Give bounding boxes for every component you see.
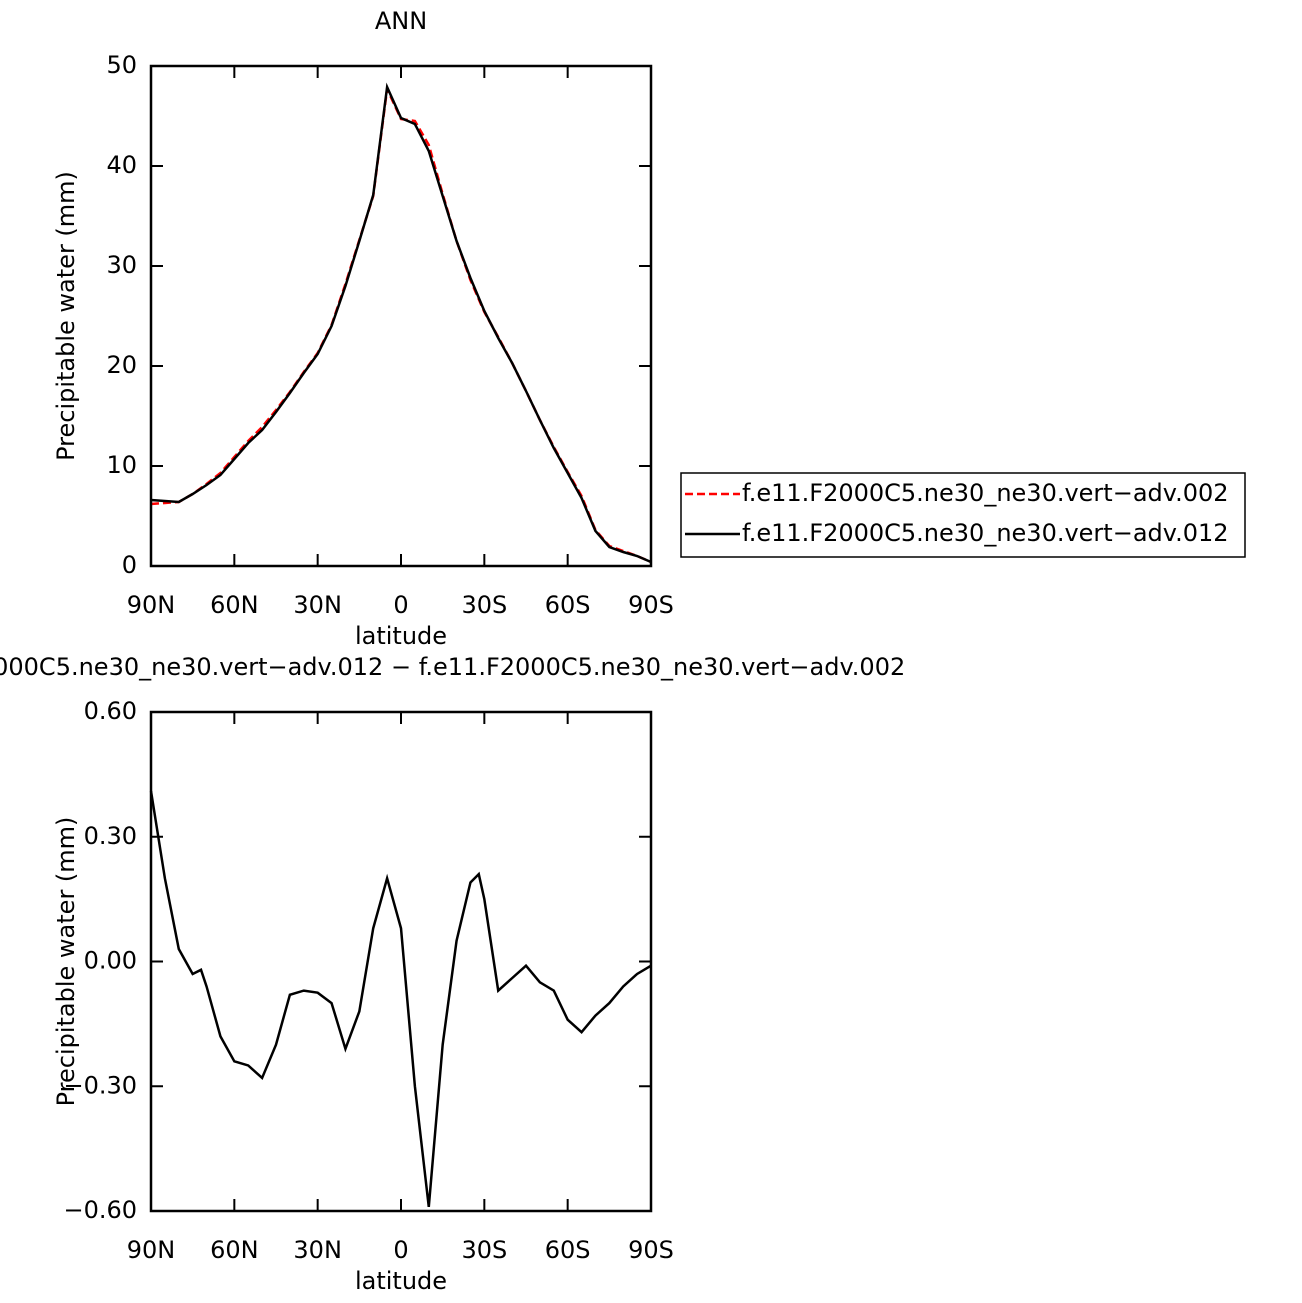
y-tick-label: 0.30 (84, 822, 137, 850)
data-line (150, 84, 652, 564)
x-tick-label: 60S (545, 1236, 591, 1264)
x-tick-label: 30N (293, 591, 342, 619)
y-tick-label: −0.30 (63, 1071, 137, 1099)
x-tick-label: 60N (210, 591, 259, 619)
y-tick-label: 30 (106, 251, 137, 279)
chart-title: f.e11.F2000C5.ne30_ne30.vert−adv.012 − f… (0, 653, 905, 681)
chart-title: ANN (375, 7, 427, 35)
x-axis-label: latitude (355, 622, 447, 650)
x-tick-label: 60N (210, 1236, 259, 1264)
x-tick-label: 90N (127, 591, 176, 619)
x-tick-label: 30S (461, 1236, 507, 1264)
x-axis-label: latitude (355, 1267, 447, 1295)
x-tick-label: 30S (461, 591, 507, 619)
y-tick-label: 0.00 (84, 947, 137, 975)
legend-box (680, 472, 1246, 558)
y-tick-label: 20 (106, 351, 137, 379)
y-tick-label: 10 (106, 451, 137, 479)
x-tick-label: 90S (628, 591, 674, 619)
y-tick-label: 0 (122, 551, 137, 579)
x-tick-label: 30N (293, 1236, 342, 1264)
plot-frame (149, 710, 653, 1213)
y-tick-label: 0.60 (84, 697, 137, 725)
y-axis-label: Precipitable water (mm) (52, 171, 80, 461)
y-tick-label: −0.60 (63, 1196, 137, 1224)
x-tick-label: 90S (628, 1236, 674, 1264)
y-axis-label: Precipitable water (mm) (52, 817, 80, 1107)
y-tick-label: 40 (106, 151, 137, 179)
x-tick-label: 0 (393, 1236, 408, 1264)
data-line (150, 82, 652, 564)
plot-frame (149, 64, 653, 568)
legend-label: f.e11.F2000C5.ne30_ne30.vert−adv.002 (742, 479, 1229, 507)
y-tick-label: 50 (106, 51, 137, 79)
legend-label: f.e11.F2000C5.ne30_ne30.vert−adv.012 (742, 519, 1229, 547)
x-tick-label: 90N (127, 1236, 176, 1264)
x-tick-label: 60S (545, 591, 591, 619)
x-tick-label: 0 (393, 591, 408, 619)
data-line (149, 790, 652, 1207)
